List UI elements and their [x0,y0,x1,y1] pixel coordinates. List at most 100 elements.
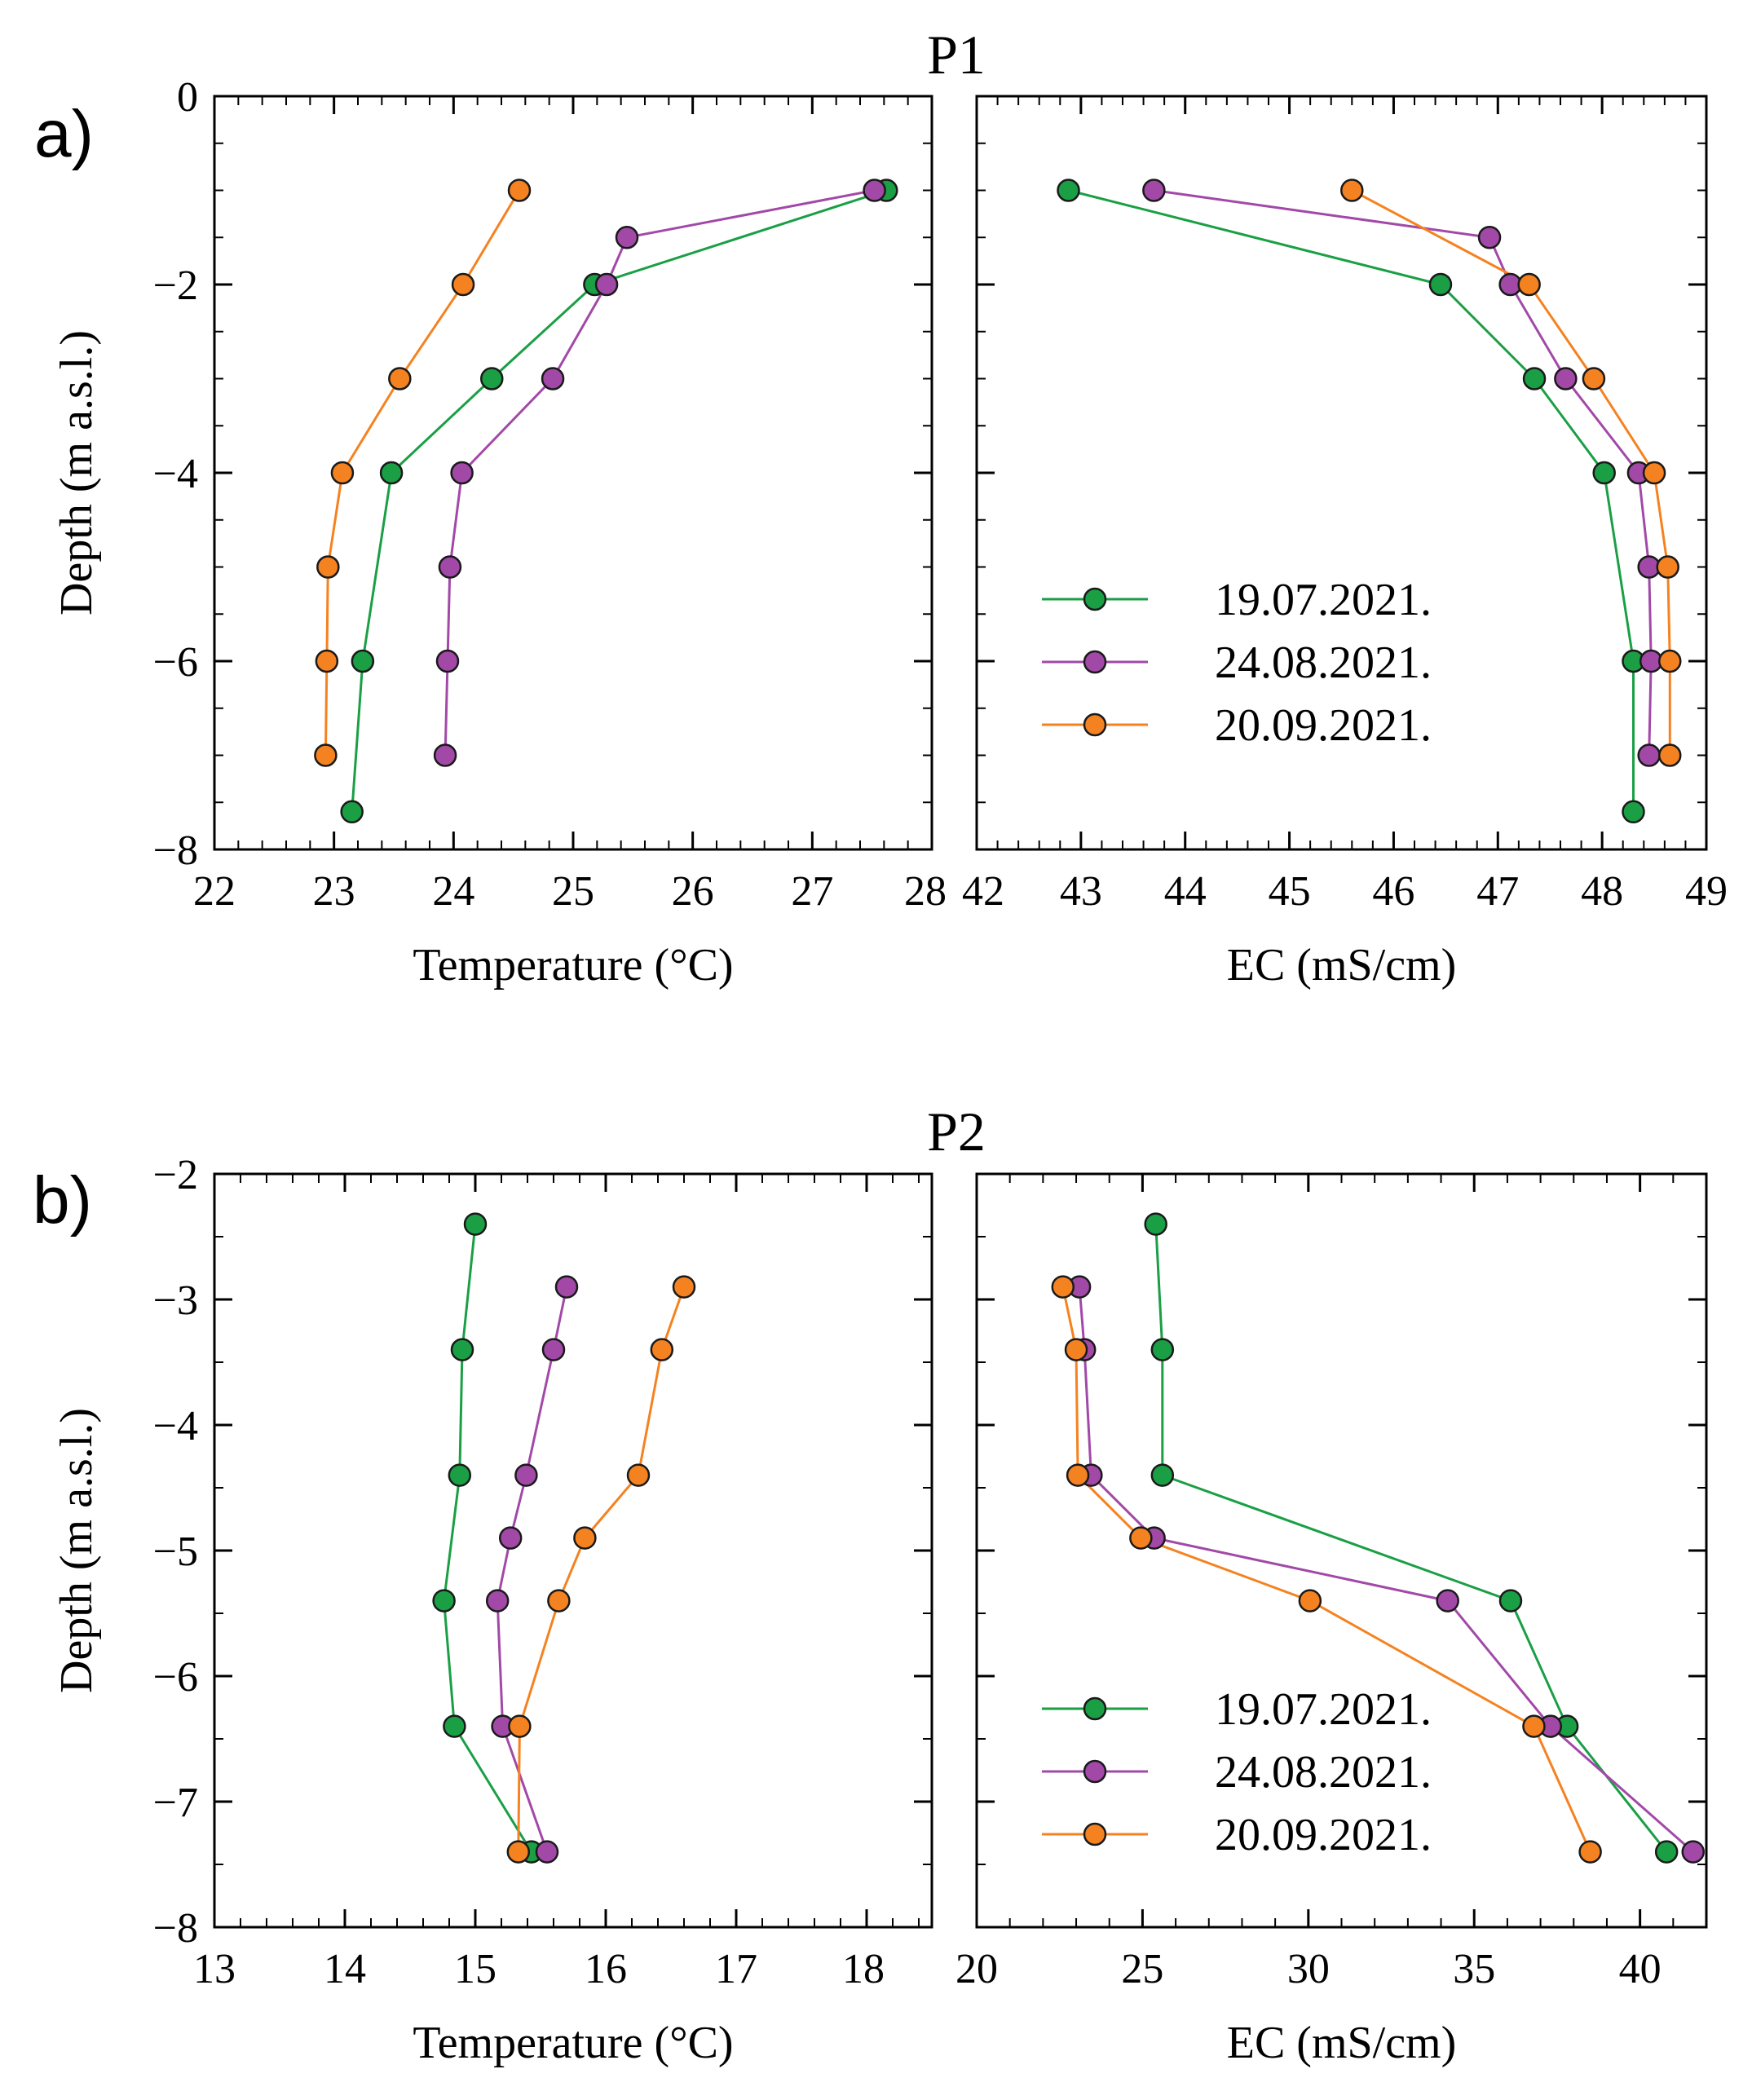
legend-label: 19.07.2021. [1215,1684,1432,1735]
x-tick-label: 42 [962,868,1004,915]
data-point-series-2 [1681,1840,1705,1864]
x-tick-label: 44 [1164,868,1207,915]
legend-label: 19.07.2021. [1215,575,1432,625]
y-tick-label: −6 [153,1654,198,1701]
data-point-series-2 [1477,226,1502,249]
data-point-series-3 [314,743,338,767]
x-axis-label: EC (mS/cm) [1227,940,1457,990]
x-axis-label: Temperature (°C) [413,2018,733,2068]
y-tick-label: −3 [153,1277,198,1324]
y-tick-label: −4 [153,1403,198,1449]
plot-p2-ec: 20 25 30 35 40 EC (mS/cm) 19.07.2021. 24.08.202… [955,1172,1708,2068]
data-point-series-2 [615,226,639,249]
x-tick-label: 35 [1453,1946,1495,1992]
x-tick-label: 14 [324,1946,366,1992]
data-point-series-1 [1144,1212,1167,1236]
data-point-series-3 [547,1589,571,1612]
data-point-series-3 [1066,1463,1090,1487]
series-line-2 [496,1286,568,1853]
legend-label: 20.09.2021. [1215,1810,1432,1860]
data-point-series-3 [1522,1714,1546,1738]
x-tick-label: 49 [1685,868,1728,915]
data-point-series-1 [1428,272,1453,297]
plot-p1-temp: 22 23 24 25 26 27 28 0 −2 −4 −6 −8 Temperature (°C) D… [51,74,947,990]
x-tick-label: 25 [552,868,594,915]
data-point-series-3 [451,272,475,297]
x-tick-label: 13 [193,1946,236,1992]
data-point-series-2 [1637,743,1661,767]
data-point-series-2 [541,1338,566,1361]
x-tick-label: 23 [313,868,355,915]
data-point-series-1 [463,1212,488,1236]
x-tick-label: 28 [904,868,947,915]
data-point-series-3 [1051,1275,1075,1299]
x-tick-label: 45 [1269,868,1311,915]
x-tick-label: 18 [842,1946,885,1992]
legend-label: 24.08.2021. [1215,638,1432,688]
x-axis-label: Temperature (°C) [413,940,733,990]
x-tick-label: 17 [715,1946,757,1992]
data-point-series-3 [1129,1526,1153,1550]
legend-marker [1083,1696,1107,1721]
data-point-series-3 [1064,1338,1088,1361]
data-point-series-2 [435,649,460,673]
data-point-series-1 [1622,800,1645,824]
series-line-1 [443,1224,533,1853]
data-point-series-3 [626,1463,651,1487]
series-line-3 [517,1286,686,1852]
data-point-series-3 [1517,272,1541,297]
x-tick-label: 20 [955,1946,998,1992]
data-point-series-2 [554,1275,579,1299]
data-point-series-2 [498,1526,523,1550]
data-point-series-1 [351,649,375,673]
data-point-series-1 [450,1338,474,1361]
data-point-series-1 [1654,1840,1679,1864]
data-point-series-1 [1592,461,1616,485]
x-axis-label: EC (mS/cm) [1227,2018,1457,2068]
x-tick-label: 47 [1476,868,1519,915]
y-tick-label: −2 [153,262,198,309]
y-tick-label: −2 [153,1152,198,1198]
series-line-1 [1154,1224,1668,1853]
data-point-series-2 [535,1840,559,1864]
legend-marker [1083,650,1107,674]
data-point-series-2 [485,1589,510,1612]
series-line-2 [444,189,875,756]
x-tick-label: 40 [1619,1946,1662,1992]
legend-marker [1083,1759,1107,1784]
data-point-series-1 [432,1589,456,1612]
panel-a-label: a) [34,97,94,171]
data-point-series-2 [433,743,457,767]
data-point-series-2 [438,555,462,579]
x-tick-label: 26 [672,868,714,915]
data-point-series-1 [340,800,364,824]
data-point-series-2 [1436,1589,1459,1612]
data-point-series-3 [1582,367,1606,390]
x-tick-label: 24 [432,868,474,915]
data-point-series-3 [508,1714,532,1738]
data-point-series-1 [480,367,504,390]
data-point-series-2 [450,461,474,485]
data-point-series-3 [1656,555,1679,579]
title-p1: P1 [927,24,986,86]
y-tick-label: −4 [153,451,198,497]
x-tick-label: 25 [1121,1946,1163,1992]
data-point-series-3 [650,1338,674,1361]
series-line-1 [351,189,887,812]
data-point-series-1 [379,461,404,485]
data-point-series-1 [1498,1589,1523,1612]
series-line-3 [324,189,521,756]
x-tick-label: 30 [1287,1946,1330,1992]
title-p2: P2 [927,1101,986,1162]
data-point-series-2 [541,367,565,390]
data-point-series-3 [1642,461,1666,485]
legend-marker [1083,1822,1107,1846]
x-tick-label: 27 [791,868,833,915]
data-point-series-3 [1298,1589,1322,1612]
data-point-series-3 [1578,1840,1602,1864]
y-axis-label: Depth (m a.s.l.) [51,1408,102,1693]
data-point-series-3 [1340,179,1364,202]
x-tick-label: 15 [454,1946,496,1992]
data-point-series-3 [315,649,339,673]
